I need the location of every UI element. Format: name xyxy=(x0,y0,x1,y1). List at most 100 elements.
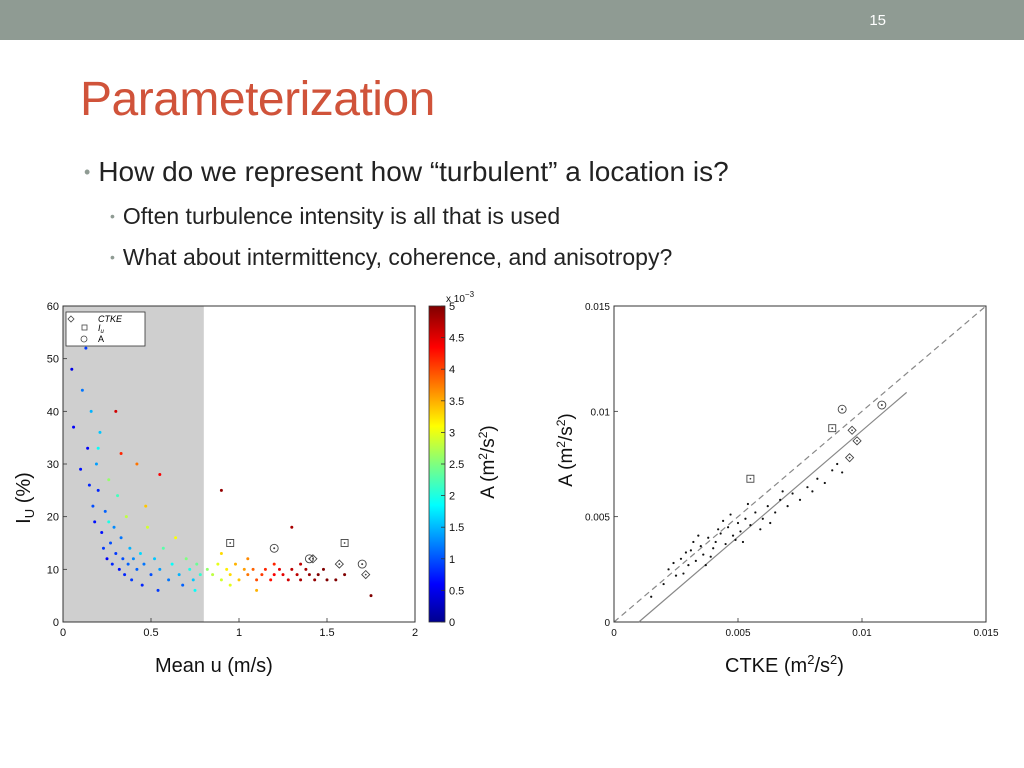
data-point xyxy=(286,578,290,582)
data-point xyxy=(650,595,653,598)
x-axis-label: Mean u (m/s) xyxy=(155,655,273,677)
diamond-marker xyxy=(334,559,344,569)
data-point xyxy=(237,578,241,582)
data-point xyxy=(123,573,127,577)
data-point xyxy=(158,473,162,477)
data-point xyxy=(107,478,111,482)
data-point xyxy=(251,567,255,571)
data-point xyxy=(313,578,317,582)
data-point xyxy=(89,409,93,413)
data-point xyxy=(124,515,128,519)
y-tick-label: 0.015 xyxy=(585,302,610,313)
data-point xyxy=(131,557,135,561)
y-tick-label: 40 xyxy=(47,406,59,418)
data-point xyxy=(225,567,229,571)
diamond-marker xyxy=(852,436,862,446)
data-point xyxy=(96,488,100,492)
data-point xyxy=(153,557,157,561)
colorbar-exponent: x 10−3 xyxy=(446,290,475,305)
y-tick-label: 50 xyxy=(47,354,59,366)
x-tick-label: 0.5 xyxy=(143,627,158,639)
data-point xyxy=(798,498,802,501)
x-tick-label: 0 xyxy=(611,628,617,639)
bullet-level-2: • Often turbulence intensity is all that … xyxy=(110,203,560,230)
data-point xyxy=(741,540,745,544)
data-point xyxy=(325,578,329,582)
data-point xyxy=(109,541,113,545)
slide-number: 15 xyxy=(869,12,886,29)
data-point xyxy=(687,564,690,567)
data-point xyxy=(714,540,717,544)
bullet-dot-icon: • xyxy=(110,249,115,265)
data-point xyxy=(142,562,146,566)
bullet-level-2: • What about intermittency, coherence, an… xyxy=(110,244,672,271)
x-axis-label: CTKE (m2/s2) xyxy=(725,652,844,677)
data-point xyxy=(195,562,199,566)
data-point xyxy=(816,477,819,480)
data-point xyxy=(246,557,250,561)
data-point xyxy=(269,578,273,582)
data-point xyxy=(779,498,782,501)
square-marker xyxy=(746,474,755,483)
data-point xyxy=(219,552,223,556)
top-bar: 15 xyxy=(0,0,1024,40)
data-point xyxy=(145,525,149,529)
data-point xyxy=(724,542,727,546)
data-point xyxy=(806,486,809,489)
colorbar-tick-label: 3.5 xyxy=(449,396,464,408)
data-point xyxy=(161,546,165,550)
data-point xyxy=(170,562,174,566)
reference-line xyxy=(613,305,987,623)
data-point xyxy=(744,517,747,520)
x-tick-label: 0 xyxy=(60,627,66,639)
data-point xyxy=(321,567,325,571)
marker-points xyxy=(746,400,887,483)
bullet-text: What about intermittency, coherence, and… xyxy=(122,244,673,270)
data-point xyxy=(761,517,764,520)
data-point xyxy=(786,505,789,508)
data-point xyxy=(746,502,750,506)
circle-icon xyxy=(80,335,88,343)
bullet-dot-icon: • xyxy=(110,208,115,224)
colorbar-tick-label: 2.5 xyxy=(449,459,464,471)
data-point xyxy=(119,451,123,455)
data-point xyxy=(277,567,281,571)
data-point xyxy=(689,549,692,552)
data-point xyxy=(216,562,220,566)
data-point xyxy=(299,578,303,582)
colorbar-tick-label: 4 xyxy=(449,364,455,376)
data-point xyxy=(100,530,104,534)
data-point xyxy=(766,505,769,508)
y-tick-label: 0.005 xyxy=(585,513,610,524)
colorbar-label: A (m2/s2) xyxy=(476,425,499,499)
data-point xyxy=(114,409,118,413)
data-point xyxy=(70,367,74,371)
x-tick-label: 0.005 xyxy=(725,628,750,639)
data-point xyxy=(811,490,814,493)
square-marker xyxy=(340,539,349,547)
slide-title: Parameterization xyxy=(80,73,435,126)
data-point xyxy=(228,573,232,577)
data-point xyxy=(219,578,223,582)
data-point xyxy=(198,573,202,577)
data-point xyxy=(140,583,144,587)
data-point xyxy=(219,488,223,492)
diamond-marker xyxy=(361,569,371,580)
colorbar-tick-label: 1 xyxy=(449,554,455,566)
colorbar-ticks: 0 0.5 1 1.5 2 2.5 3 3.5 4 4.5 5 xyxy=(441,301,464,629)
y-tick-label: 30 xyxy=(47,459,59,471)
data-point xyxy=(156,588,160,592)
data-point xyxy=(709,555,712,558)
data-point xyxy=(91,504,95,508)
data-point xyxy=(791,492,794,495)
data-points xyxy=(70,325,373,598)
shaded-region xyxy=(63,306,204,622)
data-point xyxy=(697,534,700,537)
data-point xyxy=(343,573,347,577)
data-point xyxy=(692,540,695,544)
data-point xyxy=(96,446,100,450)
plot-frame xyxy=(613,305,987,623)
x-tick-labels: 0 0.005 0.01 0.015 xyxy=(611,618,999,639)
y-axis-label: IU (%) xyxy=(13,472,37,524)
